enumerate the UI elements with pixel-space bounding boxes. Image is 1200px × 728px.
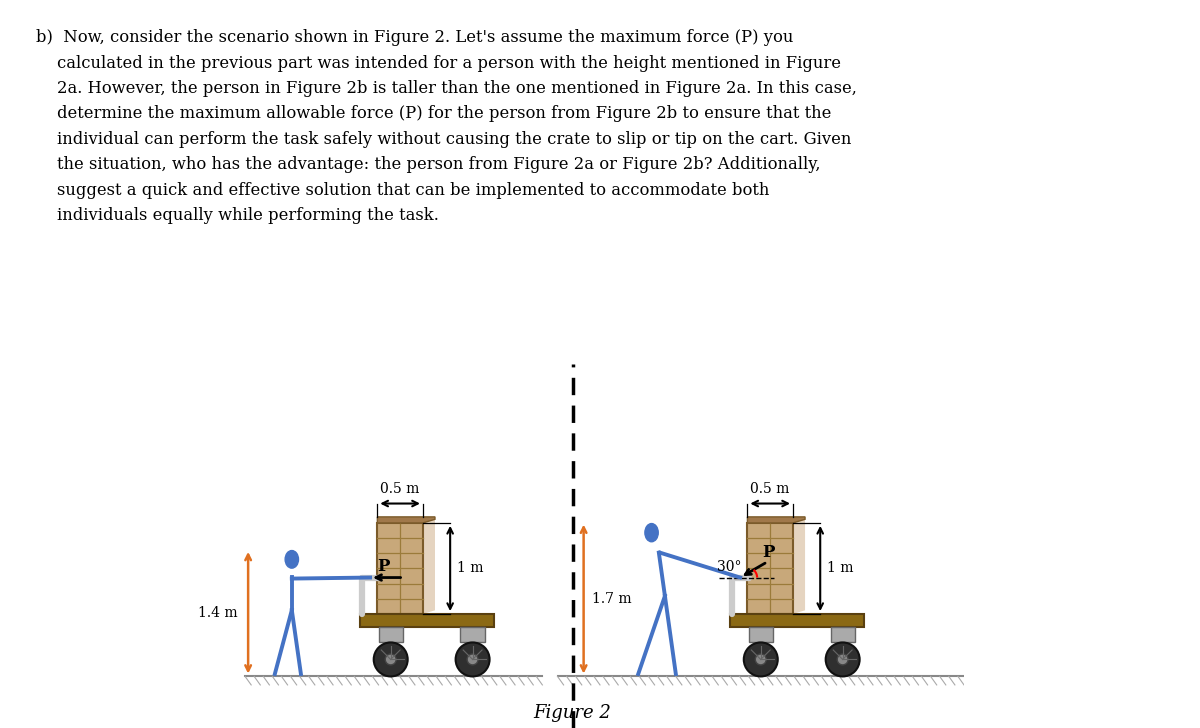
Circle shape [373, 642, 408, 676]
Circle shape [755, 654, 767, 665]
Text: b)  Now, consider the scenario shown in Figure 2. Let's assume the maximum force: b) Now, consider the scenario shown in F… [36, 29, 857, 224]
Polygon shape [422, 519, 434, 614]
Circle shape [838, 654, 848, 665]
Text: 1.4 m: 1.4 m [198, 606, 238, 620]
Circle shape [744, 642, 778, 676]
Text: P: P [377, 558, 390, 575]
Ellipse shape [644, 523, 659, 542]
Circle shape [467, 654, 478, 665]
Bar [830, 628, 854, 642]
Text: 1.7 m: 1.7 m [592, 592, 631, 606]
Text: 0.5 m: 0.5 m [750, 482, 790, 496]
Circle shape [456, 642, 490, 676]
Text: 0.5 m: 0.5 m [380, 482, 420, 496]
Polygon shape [793, 519, 805, 614]
Ellipse shape [286, 550, 299, 568]
Bar [749, 628, 773, 642]
Text: 1 m: 1 m [457, 561, 484, 575]
Bar [360, 614, 494, 628]
Polygon shape [748, 517, 805, 523]
Circle shape [826, 642, 859, 676]
Polygon shape [748, 523, 793, 614]
Text: P: P [763, 544, 775, 561]
Text: Figure 2: Figure 2 [534, 704, 612, 722]
Bar [731, 614, 864, 628]
Polygon shape [377, 517, 434, 523]
Text: 1 m: 1 m [828, 561, 854, 575]
Circle shape [385, 654, 396, 665]
Bar [378, 628, 403, 642]
Text: 30°: 30° [718, 561, 742, 574]
Polygon shape [377, 523, 422, 614]
Bar [461, 628, 485, 642]
